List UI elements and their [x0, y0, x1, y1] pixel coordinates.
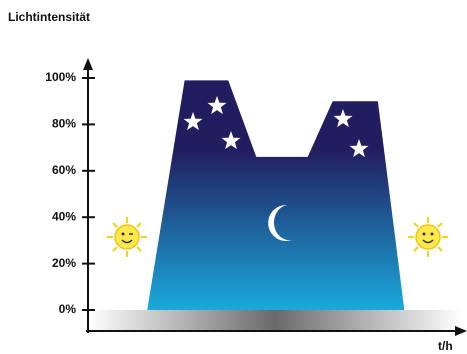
decorations [183, 96, 369, 241]
moon [268, 204, 292, 241]
axes [83, 58, 467, 336]
y-tick-label: 40% [52, 209, 76, 223]
star [183, 112, 203, 131]
y-tick-label: 80% [52, 117, 76, 131]
star [333, 109, 353, 128]
ground-band [88, 310, 462, 330]
x-axis-arrow [455, 326, 467, 336]
plot [147, 80, 405, 310]
y-tick-label: 100% [45, 70, 76, 84]
sun [408, 217, 448, 257]
chart-title: Lichtintensität [8, 10, 90, 24]
y-tick-label: 20% [52, 256, 76, 270]
area [147, 80, 405, 310]
y-tick-label: 60% [52, 163, 76, 177]
star [207, 96, 227, 115]
star [221, 131, 241, 150]
x-axis-label: t/h [438, 339, 453, 353]
y-tick-label: 0% [59, 302, 77, 316]
y-axis-arrow [83, 58, 93, 70]
star [349, 139, 369, 158]
sun [107, 217, 147, 257]
